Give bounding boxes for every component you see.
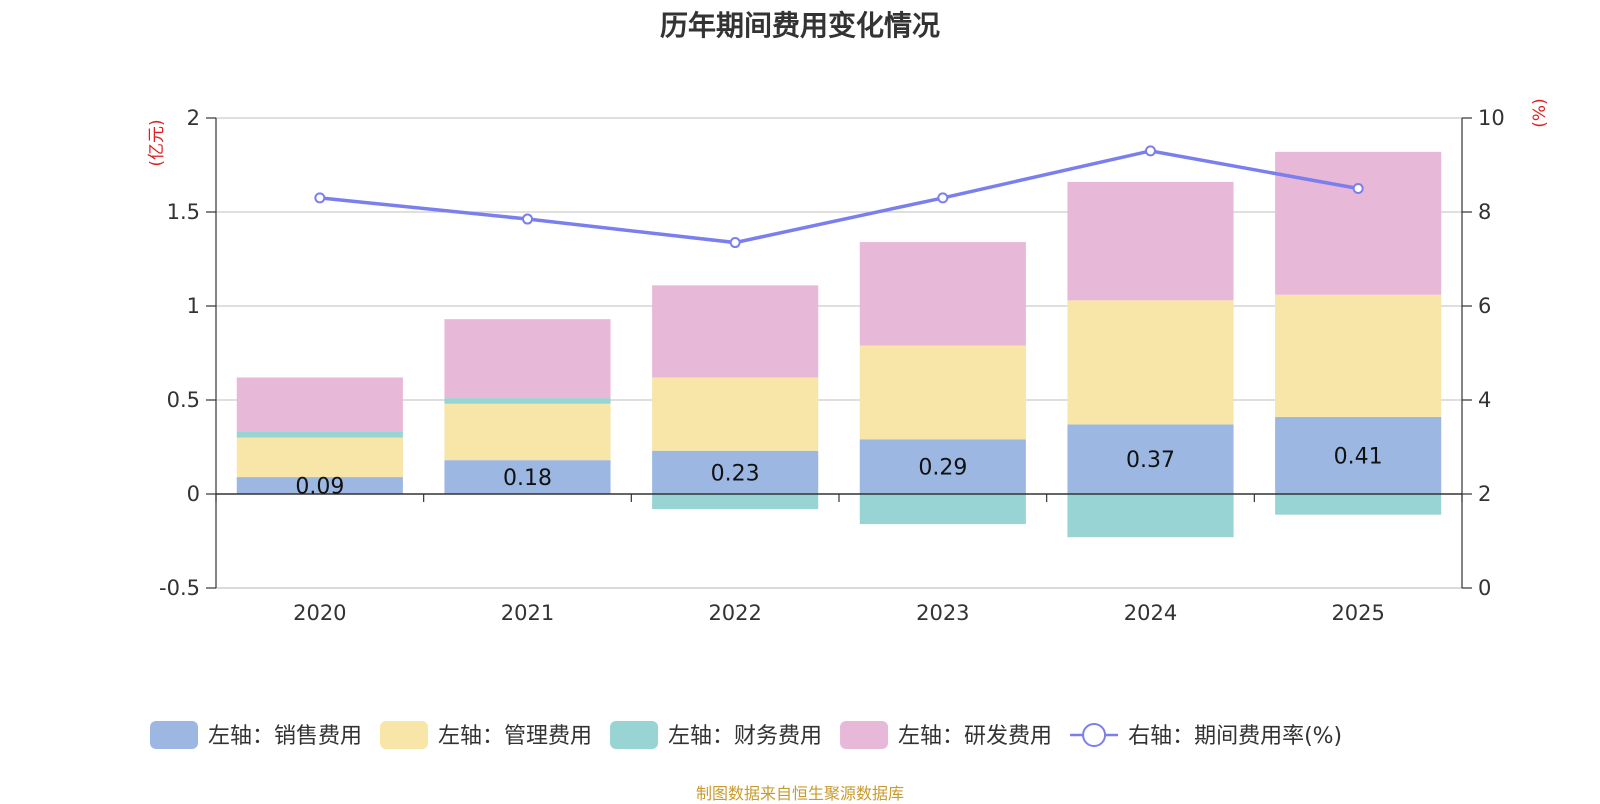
legend-item-2: 左轴：管理费用 — [380, 721, 592, 749]
rate-point-2023 — [937, 192, 949, 204]
data-label-2022: 0.23 — [711, 461, 760, 486]
bar-3-2020 — [236, 431, 403, 438]
bar-1-2025 — [1275, 416, 1442, 494]
bar-2-2021 — [444, 403, 611, 461]
bar-2-2023 — [859, 345, 1026, 440]
data-label-2020: 0.09 — [295, 475, 344, 500]
left-axis-tick-label: 0.5 — [167, 388, 200, 412]
bar-2-2022 — [652, 377, 819, 451]
rate-point-2021 — [522, 213, 533, 225]
bar-2-2025 — [1275, 294, 1442, 417]
bar-4-2024 — [1067, 181, 1234, 301]
legend-item-1: 左轴：销售费用 — [150, 721, 362, 749]
rate-point-2025 — [1352, 183, 1364, 194]
legend-label: 左轴：管理费用 — [438, 724, 592, 749]
bar-1-2020 — [236, 477, 403, 494]
bar-series — [236, 151, 1442, 538]
rate-point-2020 — [314, 192, 326, 204]
right-axis-tick-label: 4 — [1478, 388, 1491, 412]
bar-3-2022 — [652, 494, 819, 510]
bar-4-2023 — [859, 242, 1026, 346]
bar-3-2025 — [1275, 494, 1442, 515]
right-axis-tick-label: 0 — [1478, 576, 1491, 600]
legend-swatch — [380, 721, 429, 749]
legend-label: 左轴：研发费用 — [898, 724, 1052, 749]
right-axis-unit: (%) — [1530, 98, 1550, 127]
right-axis-tick-label: 6 — [1478, 294, 1491, 318]
left-axis-tick-label: 2 — [187, 106, 200, 130]
chart-title: 历年期间费用变化情况 — [659, 9, 940, 42]
legend-item-5: 右轴：期间费用率(%) — [1070, 723, 1342, 749]
data-label-2025: 0.41 — [1334, 444, 1383, 469]
data-source-note: 制图数据来自恒生聚源数据库 — [695, 784, 904, 803]
left-axis-tick-label: 1 — [187, 294, 200, 318]
legend-swatch — [610, 721, 659, 749]
left-axis-tick-label: -0.5 — [159, 576, 200, 600]
legend-swatch — [840, 721, 889, 749]
x-axis-label-2020: 2020 — [293, 601, 346, 625]
legend-swatch — [150, 721, 198, 749]
bar-2-2024 — [1067, 300, 1234, 425]
bar-4-2025 — [1275, 151, 1442, 295]
rate-point-2024 — [1145, 145, 1156, 157]
right-axis-tick-label: 8 — [1478, 200, 1491, 224]
bar-2-2020 — [236, 437, 403, 478]
legend: 左轴：销售费用 左轴：管理费用 左轴：财务费用 左轴：研发费用 右轴：期间费用率(%) — [150, 721, 1342, 749]
legend-item-3: 左轴：财务费用 — [610, 721, 822, 749]
x-axis-label-2022: 2022 — [708, 601, 761, 625]
right-axis-tick-label: 10 — [1478, 106, 1505, 130]
data-label-2024: 0.37 — [1126, 448, 1175, 473]
x-axis-label-2023: 2023 — [916, 601, 969, 625]
rate-point-2022 — [729, 237, 741, 249]
left-axis-unit: (亿元) — [147, 119, 167, 166]
bar-1-2024 — [1067, 424, 1234, 494]
x-axis-label-2021: 2021 — [501, 601, 554, 625]
right-axis-tick-label: 2 — [1478, 482, 1491, 506]
bar-3-2023 — [859, 494, 1026, 525]
bar-3-2024 — [1067, 494, 1234, 538]
legend-label: 左轴：财务费用 — [668, 724, 822, 749]
x-axis-label-2024: 2024 — [1124, 601, 1177, 625]
legend-label: 左轴：销售费用 — [208, 724, 362, 749]
legend-item-4: 左轴：研发费用 — [840, 721, 1052, 749]
rate-line-series — [314, 145, 1364, 249]
x-axis-label-2025: 2025 — [1331, 601, 1384, 625]
bar-1-2021 — [444, 460, 611, 494]
rate-line — [319, 149, 1359, 245]
data-labels: 0.09 0.18 0.23 0.29 0.37 0.41 — [295, 444, 1382, 499]
bar-1-2023 — [859, 439, 1026, 494]
data-label-2023: 0.29 — [918, 456, 967, 481]
data-label-2021: 0.18 — [503, 466, 552, 491]
legend-label: 右轴：期间费用率(%) — [1128, 724, 1342, 749]
bar-1-2022 — [652, 450, 819, 494]
left-axis-tick-label: 0 — [187, 482, 200, 506]
left-axis-tick-label: 1.5 — [167, 200, 200, 224]
grid-lines — [216, 117, 1462, 589]
bar-4-2021 — [444, 319, 611, 399]
bar-3-2021 — [444, 398, 611, 404]
bar-4-2022 — [652, 285, 819, 378]
legend-circle-marker — [1082, 723, 1107, 747]
bar-4-2020 — [236, 377, 403, 432]
